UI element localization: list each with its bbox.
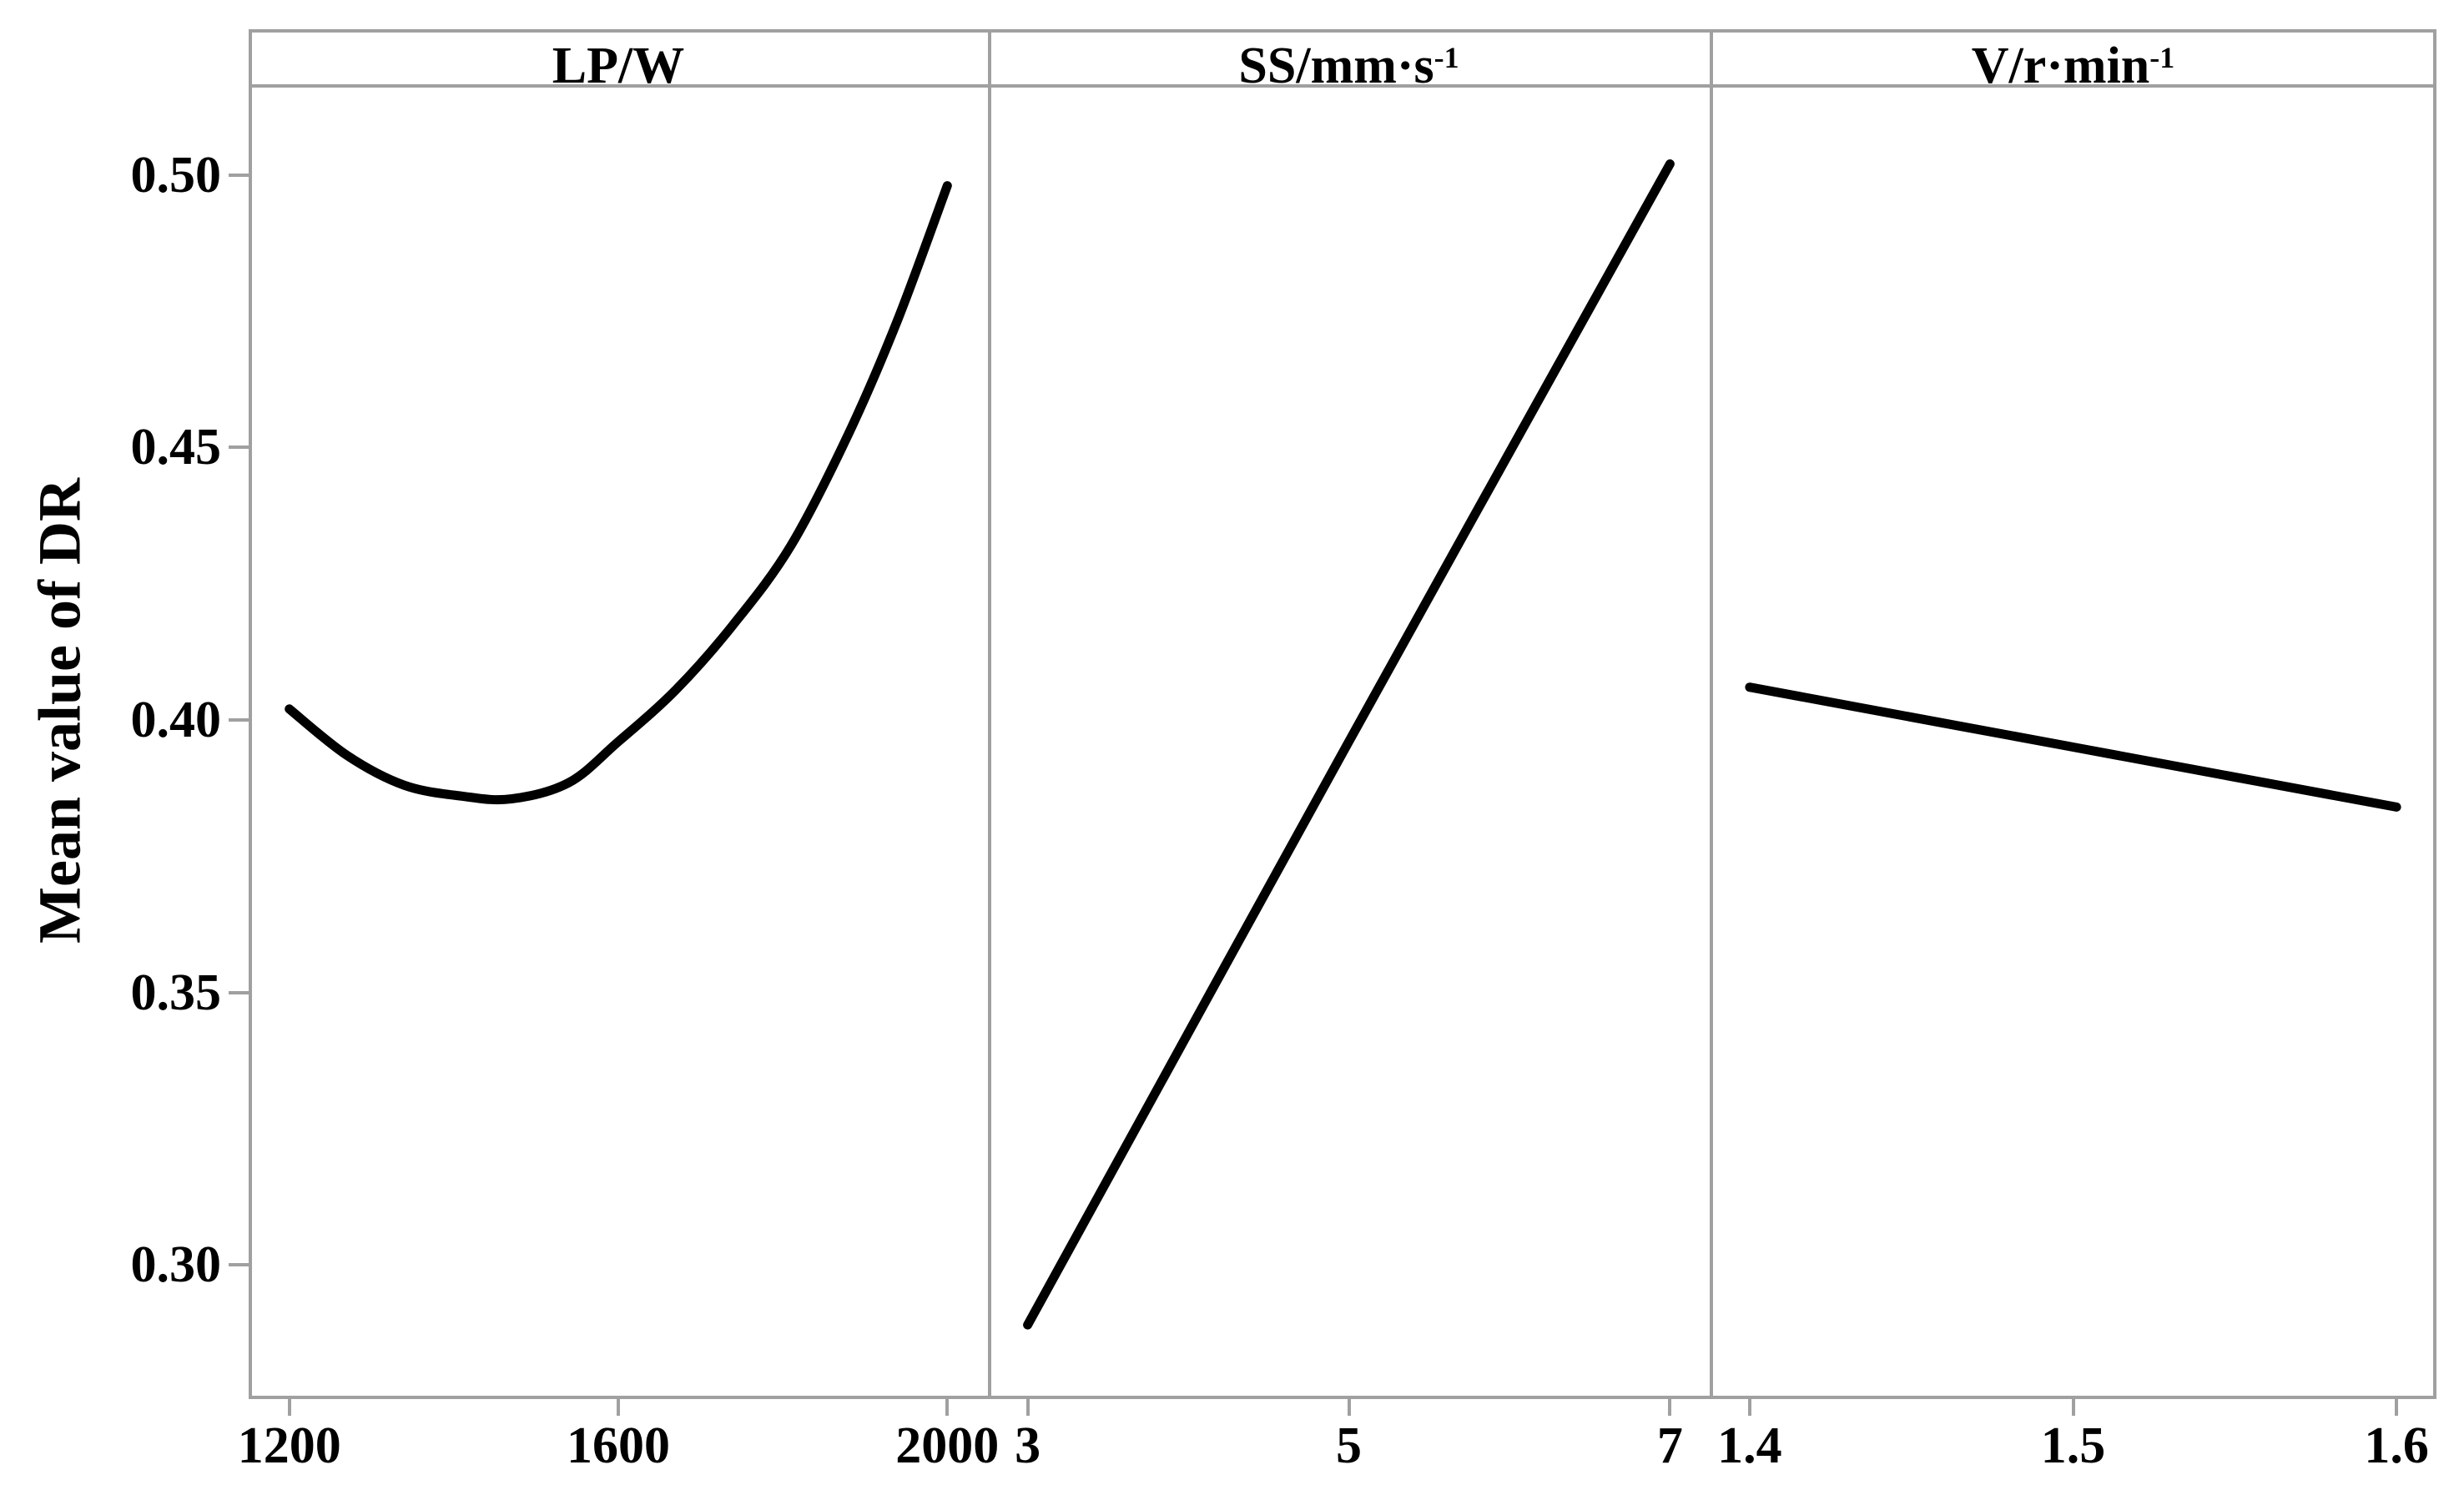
panel-header-underline: [249, 84, 2436, 88]
panel-header-v: V/r·min-1: [1710, 31, 2436, 93]
x-tick-label: 1.4: [1717, 1417, 1782, 1474]
panel-header-ss: SS/mm·s-1: [988, 31, 1710, 93]
series-line-1: [285, 181, 952, 805]
panel-header-lp-w: LP/W: [249, 31, 988, 93]
y-tick-label: 0.35: [130, 964, 222, 1021]
x-tick-label: 1.6: [2364, 1417, 2429, 1474]
panel-header-label: SS/mm·s: [1238, 37, 1434, 94]
x-tick-label: 1600: [567, 1417, 670, 1474]
y-tick-mark: [229, 717, 249, 722]
plot-frame: [249, 29, 2436, 1399]
panel-header-superscript: -1: [1434, 41, 1459, 74]
x-tick-mark: [1668, 1399, 1672, 1416]
series-line-3: [1745, 682, 2401, 812]
x-tick-label: 1.5: [2040, 1417, 2106, 1474]
panel-header-label: V/r·min: [1971, 37, 2150, 94]
x-tick-label: 7: [1656, 1417, 1683, 1474]
panel-divider-1: [988, 29, 991, 1399]
y-tick-mark: [229, 1263, 249, 1267]
x-tick-mark: [2395, 1399, 2399, 1416]
x-tick-mark: [1347, 1399, 1351, 1416]
panel-plot-area-3: [1745, 682, 2401, 812]
x-tick-label: 3: [1015, 1417, 1041, 1474]
y-tick-mark: [229, 173, 249, 177]
series-line-2: [1023, 159, 1675, 1330]
y-tick-label: 0.40: [130, 691, 222, 748]
y-tick-label: 0.45: [130, 419, 222, 476]
x-tick-mark: [945, 1399, 950, 1416]
panel-header-label: LP/W: [552, 37, 685, 94]
panel-divider-2: [1710, 29, 1713, 1399]
x-tick-label: 1200: [237, 1417, 341, 1474]
y-tick-mark: [229, 445, 249, 450]
y-tick-label: 0.50: [130, 146, 222, 204]
panel-plot-area-2: [1023, 159, 1675, 1330]
y-tick-label: 0.30: [130, 1236, 222, 1294]
x-tick-mark: [1025, 1399, 1030, 1416]
x-tick-mark: [1747, 1399, 1751, 1416]
y-tick-mark: [229, 990, 249, 994]
panel-header-superscript: -1: [2149, 41, 2175, 74]
x-tick-label: 5: [1336, 1417, 1362, 1474]
x-tick-mark: [287, 1399, 291, 1416]
x-tick-mark: [2071, 1399, 2075, 1416]
x-tick-label: 2000: [895, 1417, 1000, 1474]
panel-plot-area-1: [285, 181, 952, 805]
x-tick-mark: [617, 1399, 620, 1416]
